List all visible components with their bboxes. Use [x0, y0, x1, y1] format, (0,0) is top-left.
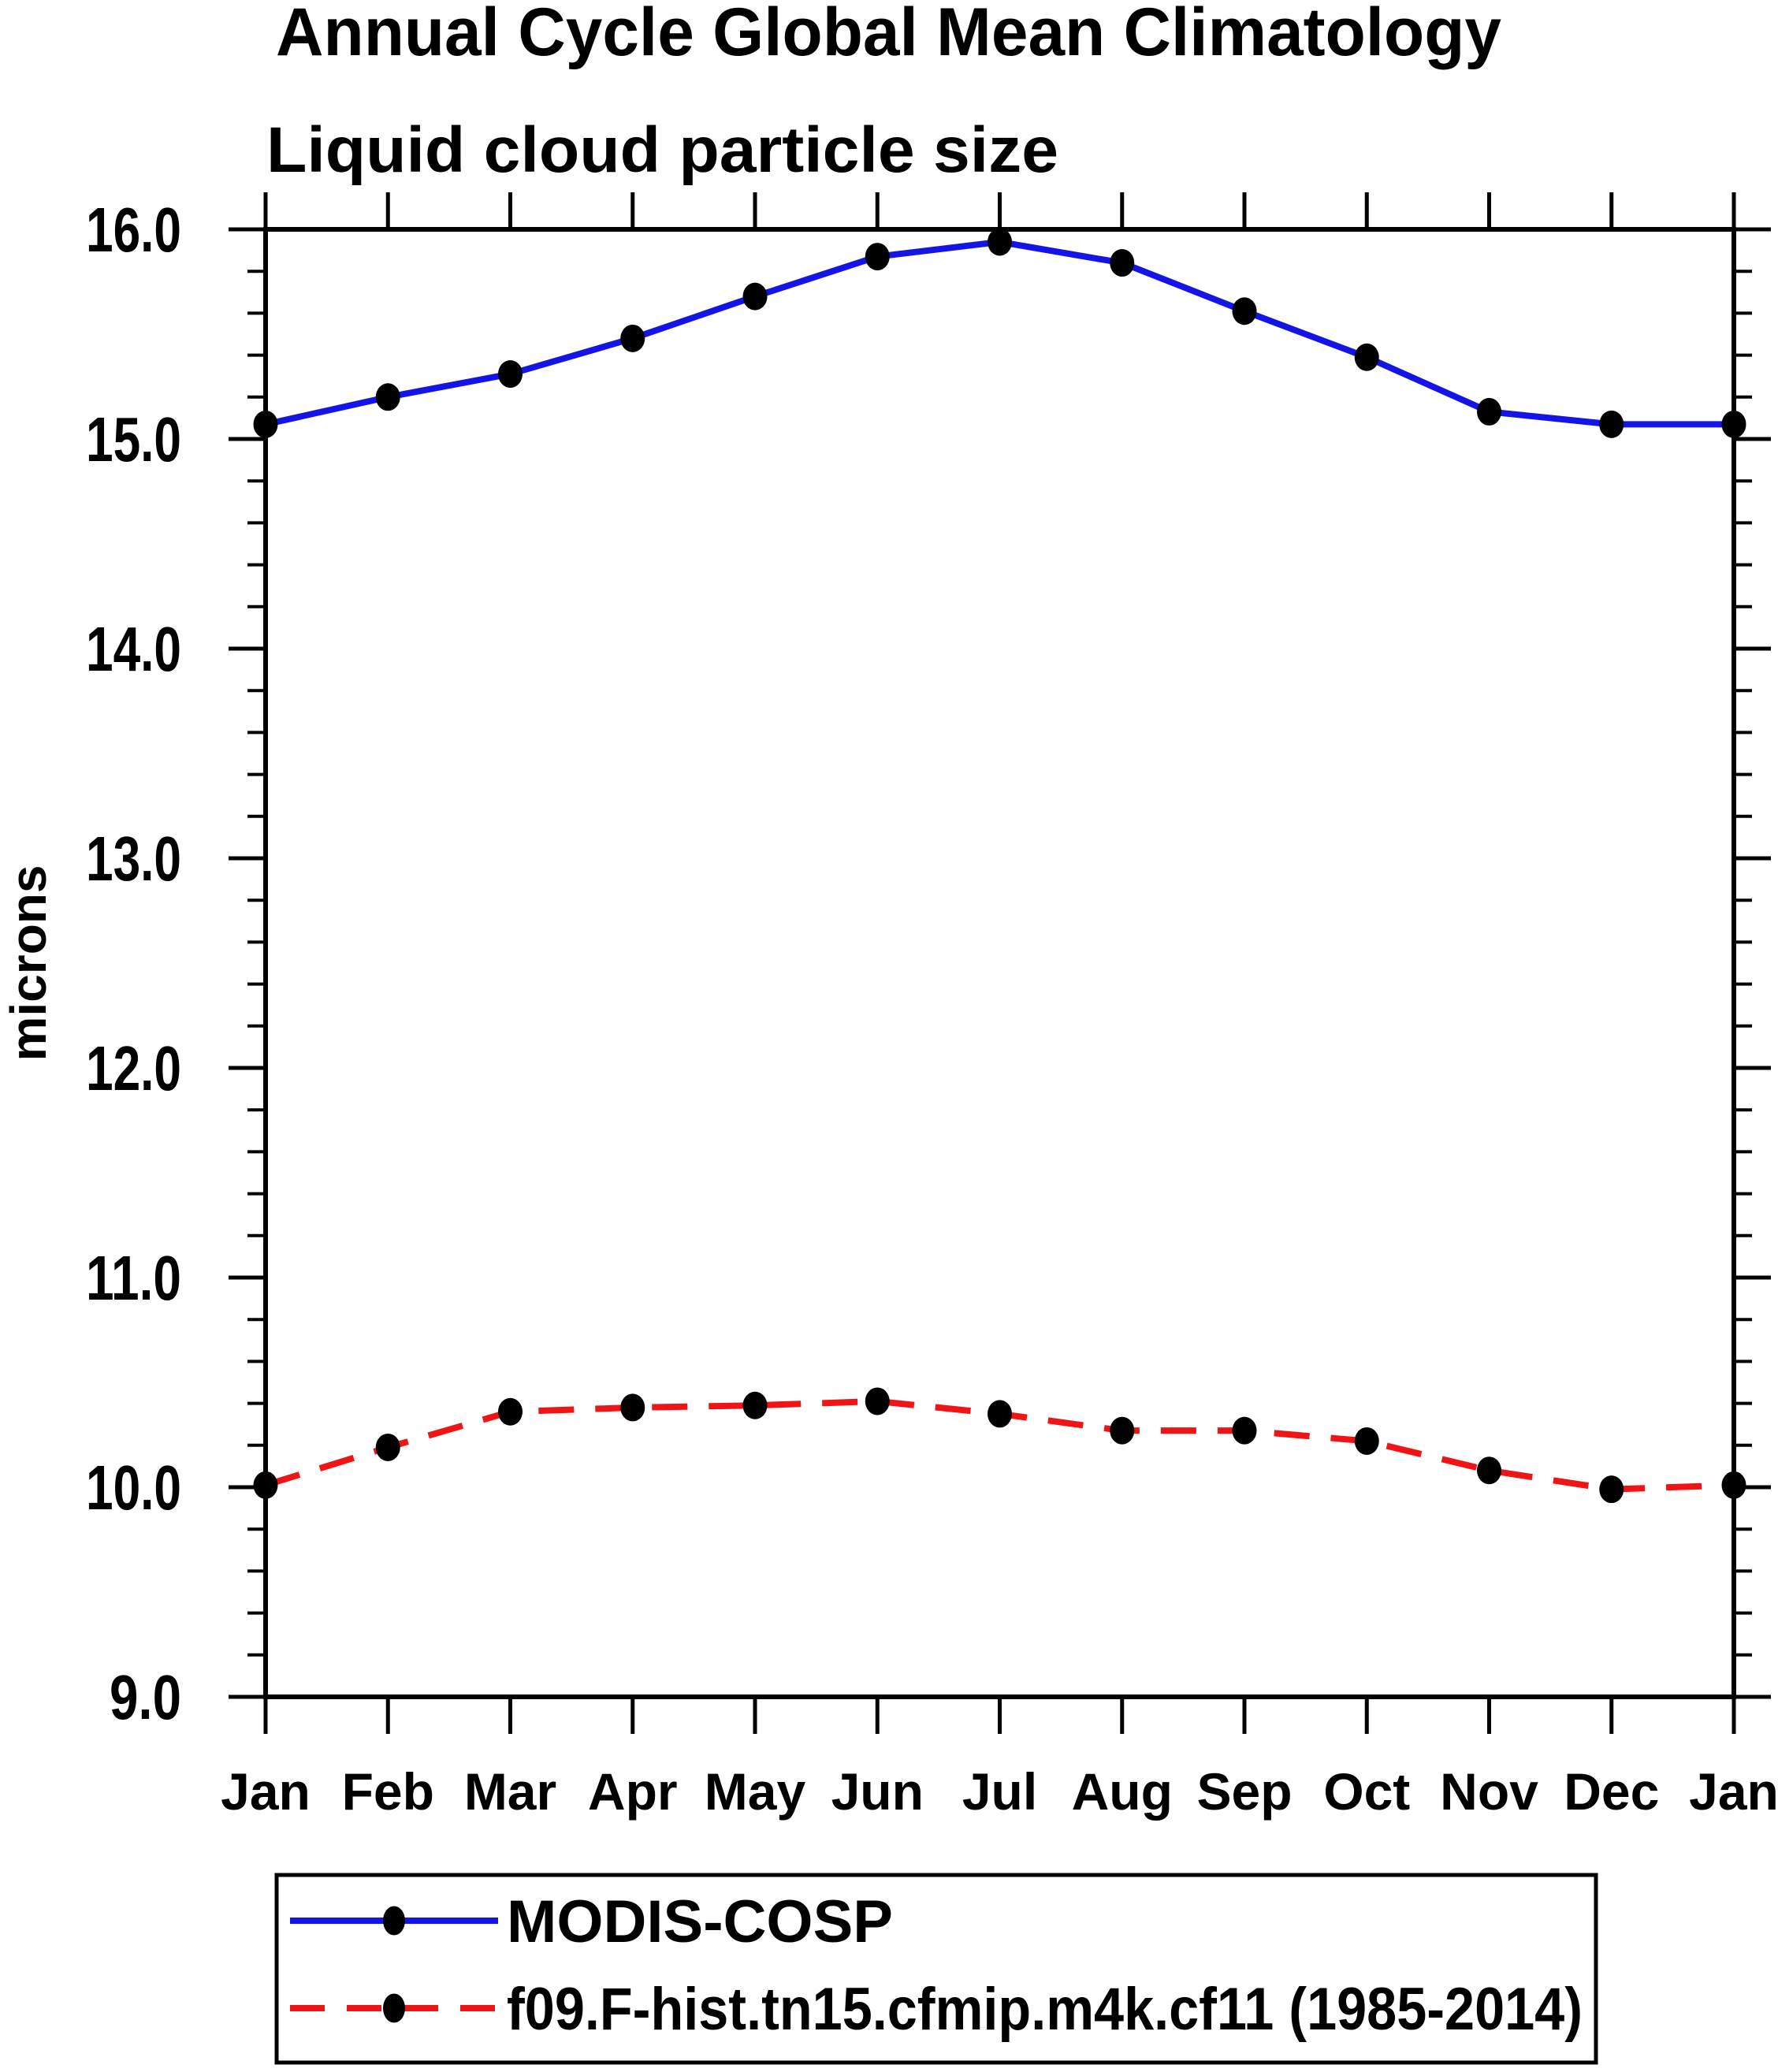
data-point [620, 324, 645, 352]
data-point [1599, 1475, 1624, 1504]
data-point [742, 282, 768, 311]
x-tick-label: Oct [1323, 1762, 1410, 1821]
data-point [375, 383, 400, 411]
series-group [253, 228, 1746, 1504]
data-point [1354, 1427, 1379, 1455]
y-axis-label: microns [0, 865, 57, 1062]
y-tick-label: 11.0 [86, 1243, 181, 1313]
data-point [1232, 1416, 1257, 1445]
data-point [988, 228, 1012, 256]
x-tick-label: Jan [1689, 1762, 1778, 1821]
data-point [498, 1397, 523, 1426]
x-tick-label: Dec [1564, 1762, 1659, 1821]
data-point [253, 410, 278, 438]
legend-group: MODIS-COSP f09.F-hist.tn15.cfmip.m4k.cf11… [274, 1873, 1598, 2065]
series-line-0 [265, 238, 1734, 428]
x-tick-label: Nov [1440, 1762, 1538, 1821]
data-point [1232, 297, 1257, 325]
x-tick-label: Mar [464, 1762, 556, 1821]
data-point [988, 1400, 1012, 1428]
data-point [1110, 1416, 1135, 1445]
y-tick-label: 12.0 [86, 1033, 181, 1103]
data-point [1110, 249, 1135, 277]
y-tick-label: 13.0 [86, 824, 181, 894]
data-point [742, 1391, 768, 1419]
data-point [498, 360, 523, 389]
data-point [1721, 410, 1746, 438]
x-tick-label: Sep [1196, 1762, 1292, 1821]
x-tick-label: Feb [342, 1762, 434, 1821]
chart-subtitle: Liquid cloud particle size [266, 114, 1058, 186]
x-tick-label: Jan [221, 1762, 311, 1821]
y-tick-label: 9.0 [110, 1662, 181, 1732]
x-tick-label: May [705, 1762, 806, 1821]
data-point [1599, 410, 1624, 438]
y-tick-label: 16.0 [86, 195, 181, 265]
data-point [375, 1433, 400, 1461]
x-tick-label: Aug [1072, 1762, 1173, 1821]
legend-label: MODIS-COSP [507, 1888, 893, 1955]
y-tick-label: 14.0 [86, 614, 181, 684]
page-title: Annual Cycle Global Mean Climatology [276, 0, 1501, 70]
legend-box [274, 1873, 1598, 2065]
data-point [1477, 1456, 1501, 1485]
x-tick-label: Apr [588, 1762, 678, 1821]
data-point [865, 243, 890, 271]
data-point [620, 1393, 645, 1422]
y-tick-label: 15.0 [86, 404, 181, 474]
data-point [253, 1471, 278, 1499]
x-tick-label: Jul [962, 1762, 1037, 1821]
y-tick-label: 10.0 [86, 1453, 181, 1523]
legend-label: f09.F-hist.tn15.cfmip.m4k.cf11 (1985-201… [507, 1976, 1583, 2043]
data-point [865, 1387, 890, 1415]
data-point [1477, 397, 1501, 426]
legend-marker [383, 1993, 405, 2023]
data-point [1721, 1471, 1746, 1499]
axes-group: Jan Feb Mar Apr May Jun Jul Aug Sep Oct Nov Dec Jan 9… [86, 192, 1778, 1821]
legend-marker [383, 1906, 405, 1936]
x-tick-label: Jun [831, 1762, 924, 1821]
data-point [1354, 343, 1379, 371]
